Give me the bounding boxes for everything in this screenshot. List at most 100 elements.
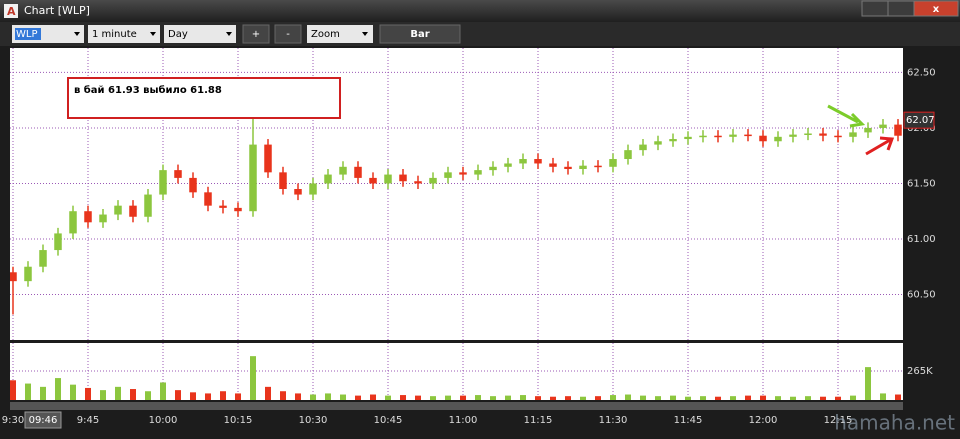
volume-bar [235, 393, 241, 400]
volume-bar [160, 382, 166, 400]
volume-bar [775, 396, 781, 400]
style-button[interactable] [379, 24, 461, 44]
candle-body [204, 192, 212, 206]
interval: 1 minute [92, 29, 137, 40]
candle-body [744, 134, 752, 137]
candle-body [579, 165, 587, 170]
candle-body [444, 172, 452, 178]
volume-bar [85, 387, 91, 400]
last-price-box [903, 111, 935, 129]
volume-bar [385, 395, 391, 400]
volume-bar [40, 386, 46, 400]
candle-body [864, 127, 872, 133]
volume-bar [445, 395, 451, 400]
x-tick-label: 9:45 [77, 415, 99, 426]
volume-bar [640, 395, 646, 400]
cursor-time-box [24, 411, 62, 429]
volume-bar [595, 396, 601, 400]
candle-body [339, 166, 347, 175]
volume-bar [205, 393, 211, 400]
maximize[interactable] [887, 0, 915, 17]
volume-bar [280, 391, 286, 400]
close[interactable] [913, 0, 959, 17]
range-select[interactable] [164, 25, 236, 43]
window-title: Chart [WLP] [24, 4, 90, 17]
volume-bar [415, 395, 421, 400]
y-tick-label: 61.00 [907, 234, 936, 245]
candle-body [324, 174, 332, 184]
candle-body [429, 177, 437, 184]
x-tick-label: 9:30 [2, 415, 24, 426]
minimize[interactable] [861, 0, 889, 17]
zoom-out-button[interactable] [274, 24, 302, 44]
scrollbar[interactable] [10, 402, 903, 410]
volume-bar [325, 393, 331, 400]
volume-bar [265, 386, 271, 400]
candle-body [759, 135, 767, 142]
x-tick-label: 11:00 [449, 415, 478, 426]
close-icon: x [933, 4, 940, 15]
zoom-in: + [252, 29, 260, 40]
candle-body [39, 250, 47, 267]
candle-body [714, 135, 722, 138]
volume-bar [670, 395, 676, 400]
volume-bar [250, 356, 256, 400]
interval-select[interactable] [88, 25, 160, 43]
candle-body [774, 136, 782, 142]
volume-bar [145, 391, 151, 400]
y-tick-label: 62.50 [907, 67, 936, 78]
candle-body [144, 194, 152, 217]
candle-body [474, 170, 482, 175]
cursor-time-label: 09:46 [29, 415, 58, 426]
annotation: в бай 61.93 выбило 61.88 [74, 84, 222, 96]
candle-body [84, 211, 92, 223]
volume-bar [295, 393, 301, 400]
volume-bar [475, 395, 481, 400]
volume-bar [880, 393, 886, 400]
candle-body [834, 135, 842, 138]
volume-bar [580, 396, 586, 400]
green-arrow [827, 104, 866, 128]
x-tick-label: 10:00 [149, 415, 178, 426]
candle-body [489, 166, 497, 171]
candle-body [309, 183, 317, 195]
candle-body [789, 134, 797, 137]
volume-bar [535, 396, 541, 400]
candle-body [654, 141, 662, 145]
candle-body [894, 124, 902, 136]
zoom-in-button[interactable] [242, 24, 270, 44]
x-tick-label: 11:30 [599, 415, 628, 426]
x-tick-label: 10:45 [374, 415, 403, 426]
zoom-select[interactable] [307, 25, 373, 43]
candle-body [114, 205, 122, 215]
volume-bar [715, 396, 721, 400]
app-icon [4, 4, 18, 18]
candle-body [99, 214, 107, 223]
candle-body [684, 136, 692, 140]
candle-body [549, 163, 557, 167]
plot: 60.5061.0061.5062.0062.509:309:4510:0010… [2, 48, 936, 429]
volume-bar [745, 395, 751, 400]
volume-bar [625, 394, 631, 400]
candle-body [174, 170, 182, 178]
candle-body [129, 205, 137, 217]
candle-body [879, 124, 887, 128]
volume-bar [790, 396, 796, 400]
candle-body [294, 189, 302, 195]
title-bar [0, 0, 960, 22]
volume-bar [820, 396, 826, 400]
volume-bar [70, 384, 76, 400]
candle-body [459, 172, 467, 175]
volume-bar [220, 391, 226, 400]
volume-bar [835, 396, 841, 400]
volume-bar [520, 395, 526, 400]
x-tick-label: 12:15 [824, 415, 853, 426]
candle-body [399, 174, 407, 182]
candle-body [369, 177, 377, 184]
x-tick-label: 11:15 [524, 415, 553, 426]
candle-body [624, 150, 632, 160]
volume-bar [685, 396, 691, 400]
candles [10, 119, 902, 315]
candle-body [54, 233, 62, 251]
